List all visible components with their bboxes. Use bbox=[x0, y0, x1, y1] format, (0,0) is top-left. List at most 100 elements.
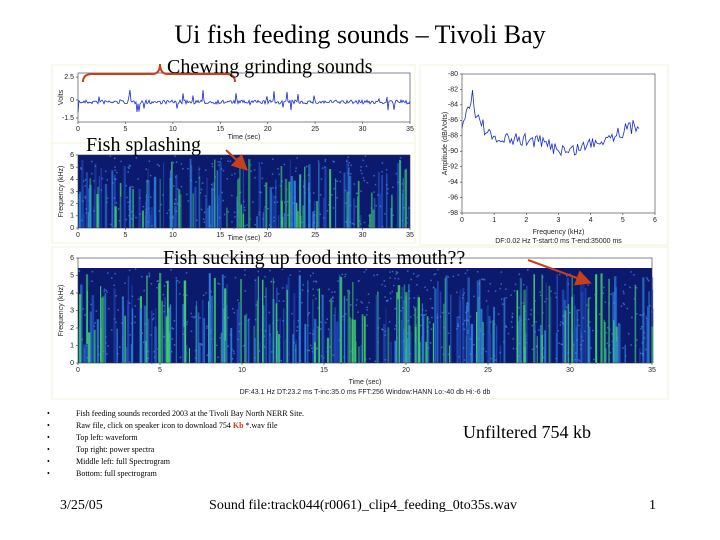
spectrogram-speckle bbox=[408, 297, 411, 300]
spectrogram-speckle bbox=[392, 214, 394, 216]
spectrogram-speckle bbox=[127, 166, 130, 169]
spectrogram-speckle bbox=[476, 271, 479, 273]
spectrogram-speckle bbox=[80, 168, 83, 170]
spectrogram-streak bbox=[288, 181, 291, 228]
spectrogram-speckle bbox=[129, 165, 132, 167]
slide-title: Ui fish feeding sounds – Tivoli Bay bbox=[174, 20, 545, 49]
spectrogram-speckle bbox=[635, 286, 638, 289]
spectrogram-streak bbox=[275, 303, 278, 363]
spectrogram-speckle bbox=[129, 200, 132, 203]
spectrogram-speckle bbox=[272, 280, 275, 283]
spectrogram-speckle bbox=[185, 352, 187, 355]
spectrogram-streak bbox=[143, 305, 147, 363]
spectrogram-speckle bbox=[290, 212, 293, 215]
spectrogram-speckle bbox=[323, 217, 325, 219]
spectrogram-speckle bbox=[425, 309, 427, 312]
spectrogram-streak bbox=[93, 329, 96, 363]
spectrogram-speckle bbox=[345, 221, 348, 223]
spectrogram-speckle bbox=[467, 329, 469, 332]
spectrogram-speckle bbox=[194, 349, 197, 352]
spectrogram-speckle bbox=[583, 330, 586, 333]
waveform-trace bbox=[77, 89, 411, 113]
spectrogram-streak bbox=[111, 170, 114, 228]
spectrogram-speckle bbox=[150, 362, 153, 365]
spectrogram-speckle bbox=[399, 157, 402, 159]
spectrogram-streak bbox=[566, 280, 568, 363]
spectrogram-speckle bbox=[248, 318, 250, 321]
spectrogram-streak bbox=[254, 279, 257, 363]
spectrogram-speckle bbox=[357, 311, 359, 313]
spectrogram-streak bbox=[247, 319, 250, 363]
spectrogram-speckle bbox=[233, 352, 235, 355]
spectrogram-speckle bbox=[525, 341, 528, 344]
spectrogram-speckle bbox=[392, 186, 394, 189]
spectrogram-speckle bbox=[405, 168, 407, 171]
spectrogram-streak bbox=[165, 316, 167, 363]
spectrogram-speckle bbox=[585, 278, 587, 280]
spectrogram-speckle bbox=[462, 294, 464, 296]
spectrogram-speckle bbox=[530, 309, 533, 311]
bullet-text: Bottom: full spectrogram bbox=[76, 469, 158, 478]
spectrogram-speckle bbox=[111, 329, 113, 331]
spectrogram-speckle bbox=[409, 352, 412, 355]
spectrogram-speckle bbox=[255, 304, 257, 306]
spectrogram-speckle bbox=[569, 273, 571, 276]
spectrogram-speckle bbox=[128, 205, 130, 208]
spectrogram-speckle bbox=[210, 290, 212, 293]
spectrogram-speckle bbox=[520, 361, 523, 363]
spectrogram-speckle bbox=[162, 194, 164, 196]
spectrogram-streak bbox=[363, 316, 366, 363]
spectrogram-speckle bbox=[218, 283, 221, 285]
spectrogram-speckle bbox=[328, 300, 331, 302]
spectrogram-streak bbox=[544, 330, 546, 363]
spectrogram-speckle bbox=[386, 188, 389, 190]
spectrogram-streak bbox=[624, 344, 626, 363]
spectrogram-speckle bbox=[84, 197, 87, 199]
spectrogram-speckle bbox=[88, 199, 91, 201]
spectrogram-speckle bbox=[108, 308, 110, 310]
spectrogram-speckle bbox=[263, 346, 266, 348]
spectrogram-speckle bbox=[527, 318, 530, 321]
spectrogram-streak bbox=[287, 277, 290, 363]
spectrogram-speckle bbox=[285, 188, 288, 191]
spectrogram-speckle bbox=[177, 188, 179, 190]
spectrogram-streak bbox=[604, 321, 606, 363]
spectrogram-speckle bbox=[434, 273, 437, 275]
spectrogram-speckle bbox=[119, 346, 121, 348]
spectrogram-speckle bbox=[170, 170, 173, 173]
spectrogram-streak bbox=[541, 335, 544, 363]
spectrogram-streak bbox=[175, 279, 177, 363]
spectrogram-speckle bbox=[227, 345, 229, 347]
spectrogram-speckle bbox=[97, 353, 100, 356]
spectrogram-speckle bbox=[81, 338, 83, 341]
spectrogram-speckle bbox=[244, 290, 247, 292]
spectrogram-streak bbox=[613, 320, 615, 363]
y-tick-label: 5 bbox=[70, 164, 74, 171]
spectrogram-streak bbox=[312, 211, 315, 228]
spectrogram-speckle bbox=[365, 165, 368, 167]
spectrogram-speckle bbox=[381, 328, 383, 330]
spectrogram-speckle bbox=[250, 170, 252, 172]
spectrogram-speckle bbox=[82, 180, 85, 182]
spectrogram-speckle bbox=[244, 269, 246, 271]
spectrogram-speckle bbox=[128, 302, 131, 304]
spectrogram-speckle bbox=[258, 213, 260, 216]
spectrogram-speckle bbox=[419, 324, 422, 327]
spectrogram-speckle bbox=[307, 290, 309, 292]
spectrogram-streak bbox=[308, 164, 311, 228]
x-tick-label: 5 bbox=[123, 126, 127, 133]
spectrogram-streak bbox=[206, 177, 208, 228]
spectrogram-speckle bbox=[91, 172, 93, 175]
spectrogram-streak bbox=[272, 195, 276, 228]
spectrogram-speckle bbox=[280, 210, 283, 212]
spectrogram-speckle bbox=[174, 202, 176, 205]
spectrogram-streak bbox=[262, 305, 265, 363]
spectrogram-speckle bbox=[135, 157, 138, 159]
spectrogram-speckle bbox=[279, 185, 282, 187]
spectrogram-streak bbox=[347, 289, 350, 363]
spectrogram-streak bbox=[153, 176, 157, 228]
spectrogram-streak bbox=[256, 300, 258, 363]
spectrogram-streak bbox=[245, 313, 248, 363]
spectrogram-speckle bbox=[142, 205, 145, 208]
spectrogram-streak bbox=[163, 296, 166, 363]
